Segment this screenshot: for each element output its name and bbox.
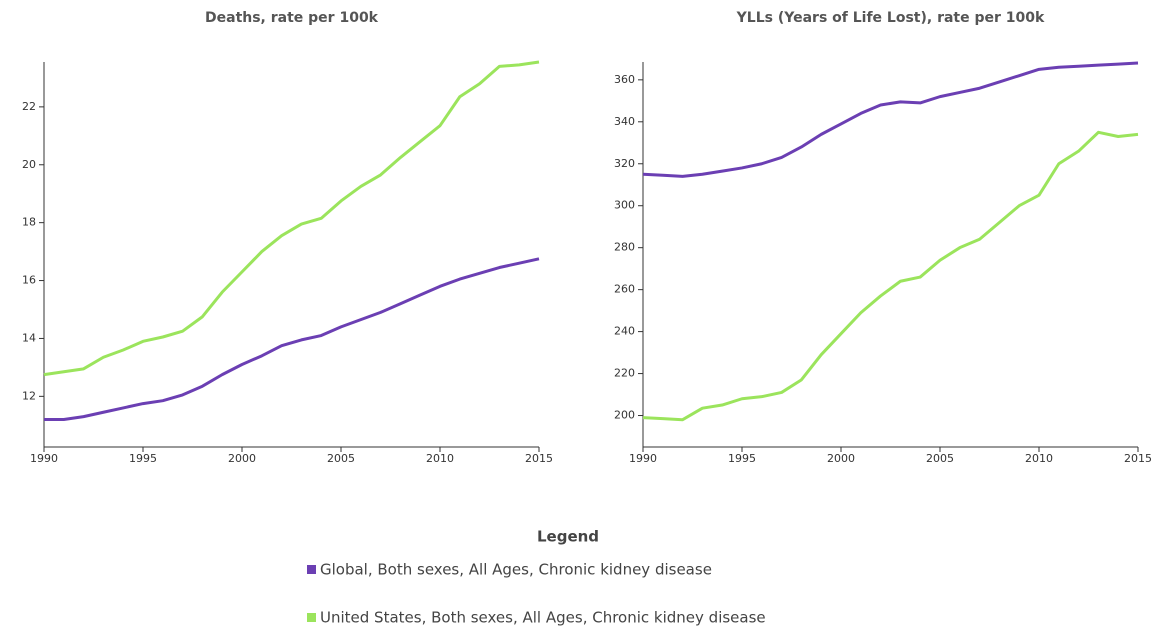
x-tick-label: 2000	[827, 452, 855, 465]
y-tick-label: 240	[614, 325, 635, 338]
series-line	[44, 257, 540, 421]
y-tick-label: 22	[22, 100, 36, 113]
legend-title: Legend	[537, 528, 599, 546]
y-tick-label: 260	[614, 283, 635, 296]
legend-item: United States, Both sexes, All Ages, Chr…	[320, 609, 766, 627]
y-tick-label: 20	[22, 158, 36, 171]
chart-title: YLLs (Years of Life Lost), rate per 100k	[736, 10, 1045, 26]
x-tick-label: 1990	[629, 452, 657, 465]
y-tick-label: 340	[614, 115, 635, 128]
x-tick-label: 2010	[1025, 452, 1053, 465]
y-tick-label: 14	[22, 331, 36, 344]
y-tick-label: 360	[614, 73, 635, 86]
y-tick-label: 12	[22, 389, 36, 402]
y-tick-label: 280	[614, 241, 635, 254]
series-line	[642, 61, 1139, 178]
legend-swatch	[307, 613, 316, 622]
x-tick-label: 2015	[1124, 452, 1152, 465]
y-tick-label: 200	[614, 409, 635, 422]
x-tick-label: 1990	[30, 452, 58, 465]
x-tick-label: 2015	[525, 452, 553, 465]
y-tick-label: 220	[614, 367, 635, 380]
x-tick-label: 2005	[926, 452, 954, 465]
series-line	[642, 130, 1139, 422]
y-tick-label: 320	[614, 157, 635, 170]
x-tick-label: 2000	[228, 452, 256, 465]
x-tick-label: 2005	[327, 452, 355, 465]
legend-swatch	[307, 565, 316, 574]
legend-item: Global, Both sexes, All Ages, Chronic ki…	[320, 561, 712, 579]
x-tick-label: 1995	[728, 452, 756, 465]
x-tick-label: 2010	[426, 452, 454, 465]
x-tick-label: 1995	[129, 452, 157, 465]
y-tick-label: 18	[22, 216, 36, 229]
y-tick-label: 16	[22, 274, 36, 287]
y-tick-label: 300	[614, 199, 635, 212]
chart-title: Deaths, rate per 100k	[205, 10, 379, 26]
series-line	[43, 60, 540, 377]
